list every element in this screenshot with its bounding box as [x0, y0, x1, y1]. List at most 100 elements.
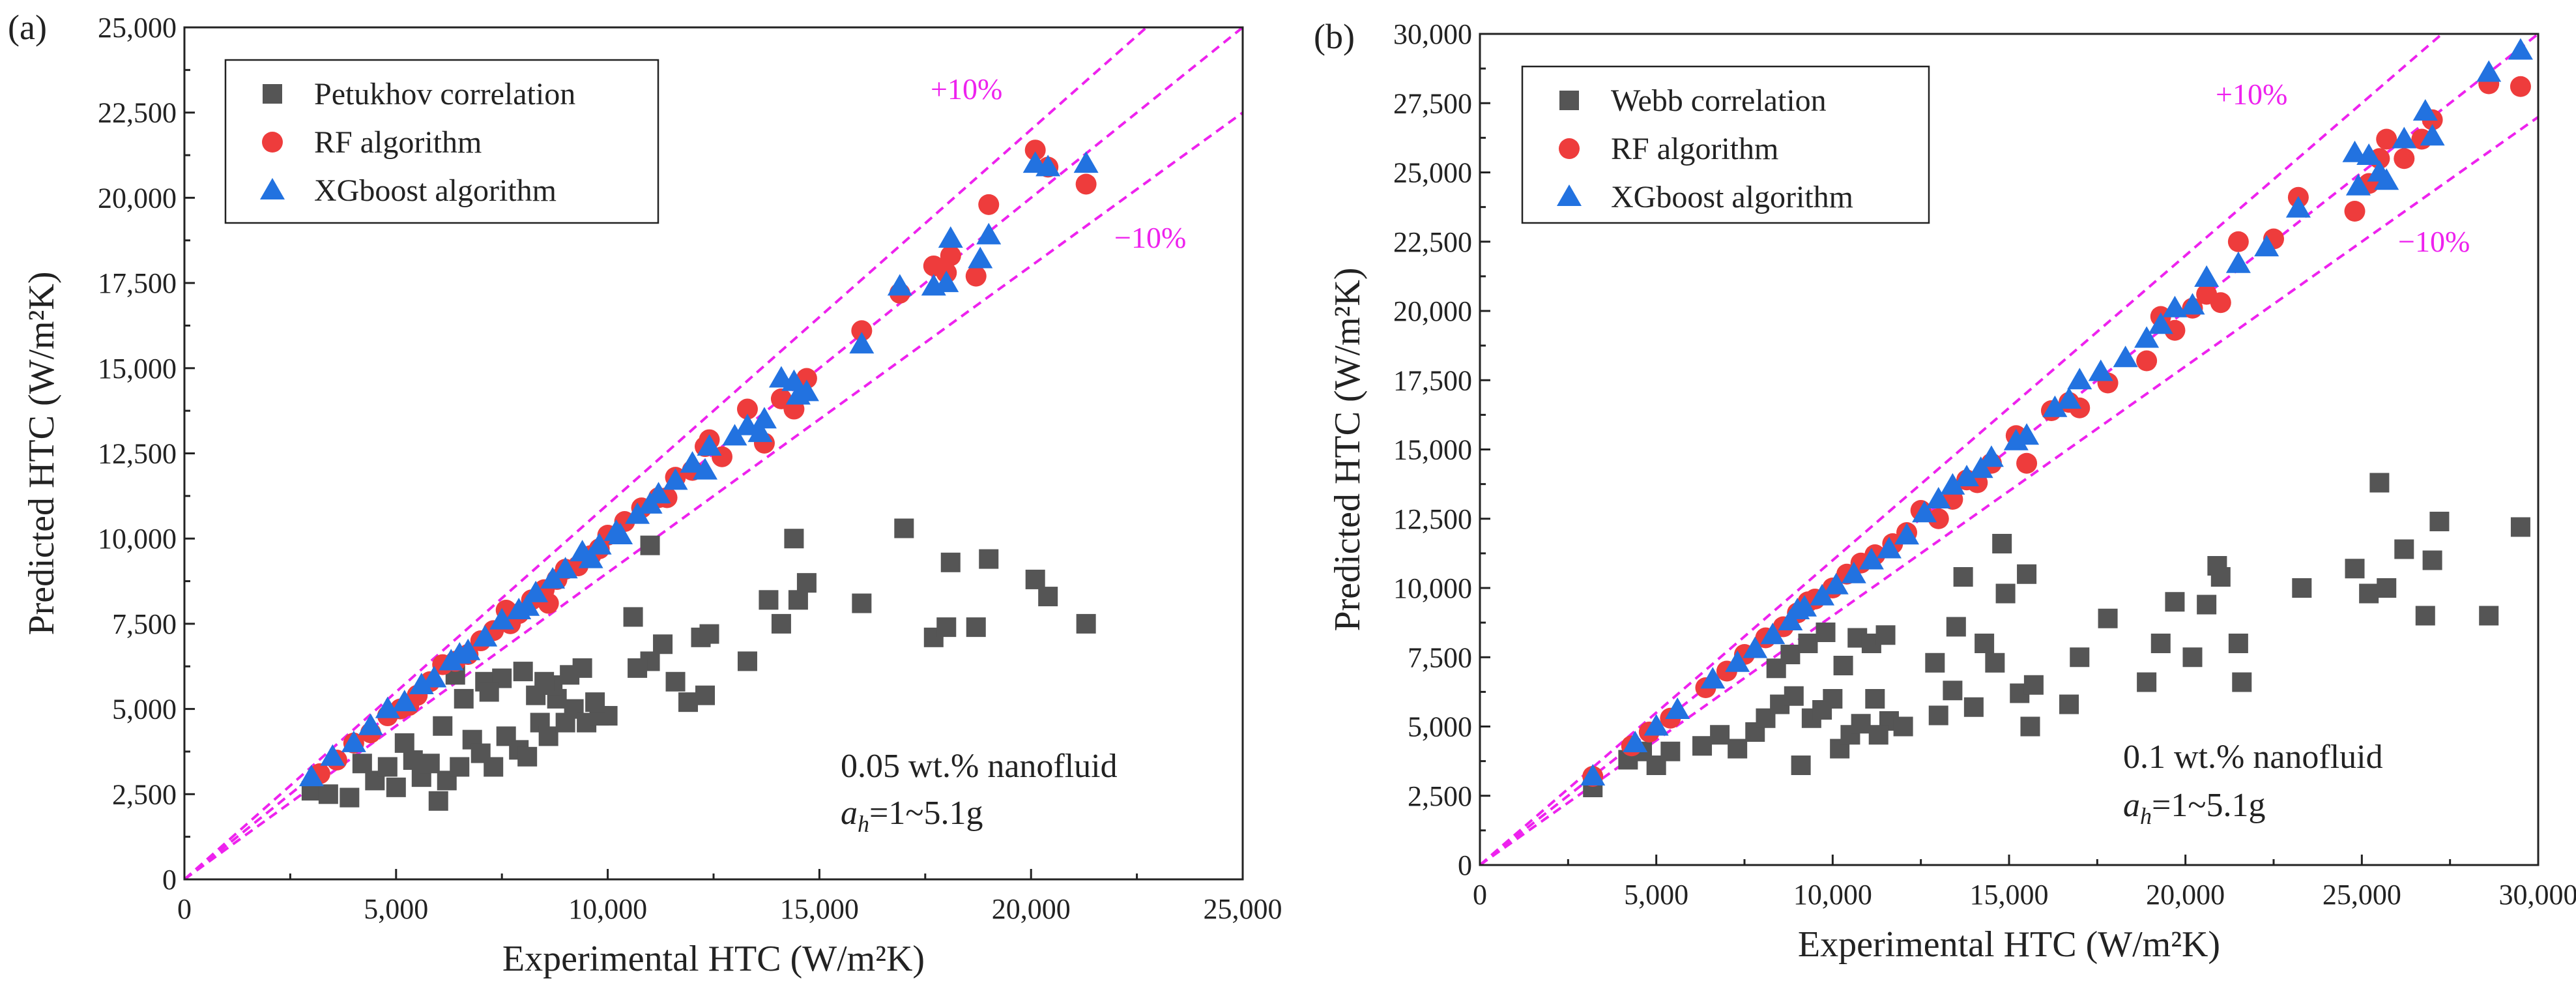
point-ref: [788, 590, 808, 610]
point-ref: [678, 692, 699, 712]
point-ref: [1985, 653, 2005, 673]
point-ref: [665, 671, 686, 692]
acceleration-range-value: 1~5.1g: [888, 795, 983, 832]
point-ref: [628, 658, 648, 678]
panel-label: (b): [1314, 17, 1355, 56]
point-ref: [653, 634, 673, 654]
y-axis-title: Predicted HTC (W/m²K): [22, 272, 62, 636]
point-rf: [2210, 292, 2231, 314]
point-xgb: [751, 407, 777, 429]
point-ref: [737, 651, 757, 671]
point-ref: [318, 784, 338, 804]
point-ref: [1710, 725, 1730, 745]
point-xgb: [2225, 251, 2251, 273]
point-ref: [394, 733, 414, 753]
point-xgb: [320, 744, 345, 766]
point-rf: [2136, 350, 2158, 372]
concentration-label: 0.1 wt.% nanofluid: [2123, 739, 2383, 776]
point-ref: [1660, 741, 1681, 761]
point-xgb: [934, 271, 959, 293]
point-xgb: [392, 690, 417, 712]
legend-label-rf: RF algorithm: [1611, 132, 1778, 166]
x-tick-label: 25,000: [2323, 879, 2401, 911]
legend: Petukhov correlation RF algorithm XGboost …: [224, 59, 659, 224]
point-rf: [851, 320, 873, 342]
point-ref: [2197, 594, 2217, 615]
point-ref: [484, 757, 504, 777]
point-ref: [1953, 567, 1973, 587]
point-xgb: [968, 246, 993, 269]
point-ref: [2394, 539, 2414, 559]
point-rf: [1075, 173, 1097, 195]
y-tick-label: 0: [162, 864, 177, 896]
point-ref: [433, 716, 453, 736]
point-ref: [2210, 567, 2231, 587]
point-xgb: [1823, 572, 1849, 594]
point-ref: [352, 754, 372, 774]
point-rf: [1928, 508, 1949, 529]
point-xgb: [1700, 667, 1726, 689]
point-ref: [572, 658, 592, 678]
point-ref: [1995, 583, 2016, 604]
point-ref: [1946, 617, 1966, 637]
point-ref: [1823, 689, 1843, 709]
point-rf: [1024, 139, 1046, 161]
x-axis-title: Experimental HTC (W/m²K): [502, 939, 925, 979]
point-ref: [517, 746, 538, 767]
legend-label-xgb: XGboost algorithm: [1611, 180, 1853, 214]
concentration-label: 0.05 wt.% nanofluid: [841, 748, 1118, 785]
y-tick-label: 10,000: [1393, 572, 1472, 604]
point-xgb: [586, 533, 612, 555]
point-ref: [428, 791, 448, 811]
point-rf: [2376, 128, 2397, 150]
point-ref: [2020, 716, 2040, 737]
point-xgb: [2014, 423, 2040, 445]
acceleration-range-value: 1~5.1g: [2171, 787, 2265, 824]
point-ref: [1992, 534, 2012, 553]
acceleration-var: a: [841, 795, 858, 832]
y-tick-label: 15,000: [1393, 434, 1472, 466]
point-xgb: [2042, 395, 2068, 417]
plus-10-line: [184, 27, 1149, 879]
point-rf: [2510, 76, 2531, 97]
y-tick-label: 7,500: [112, 608, 177, 640]
point-ref: [1038, 587, 1058, 607]
point-ref: [1925, 653, 1945, 673]
point-xgb: [1623, 731, 1648, 752]
point-ref: [2017, 564, 2037, 584]
point-rf: [978, 194, 1000, 215]
point-xgb: [1035, 154, 1061, 177]
x-tick-label: 0: [1473, 879, 1487, 911]
point-xgb: [1912, 501, 1937, 523]
legend: Webb correlation RF algorithm XGboost algo…: [1521, 65, 1930, 224]
point-xgb: [553, 557, 578, 579]
point-ref: [2059, 694, 2079, 714]
point-xgb: [472, 624, 498, 647]
y-tick-label: 10,000: [98, 523, 177, 555]
point-xgb: [680, 451, 705, 473]
point-xgb: [849, 332, 875, 354]
point-rf: [736, 398, 758, 420]
x-tick-label: 10,000: [568, 893, 647, 925]
point-xgb: [722, 424, 747, 446]
point-xgb: [2374, 168, 2399, 190]
point-ref: [2479, 606, 2499, 626]
point-xgb: [523, 580, 549, 602]
point-ref: [1076, 613, 1096, 634]
point-ref: [784, 529, 804, 549]
point-ref: [771, 613, 791, 634]
point-ref: [1833, 656, 1853, 675]
acceleration-range: =: [2152, 787, 2171, 824]
legend-marker-ref: [263, 84, 282, 104]
point-xgb: [1954, 465, 1980, 486]
point-ref: [1851, 714, 1871, 734]
series-ref: [1583, 473, 2530, 797]
x-tick-label: 5,000: [364, 893, 428, 925]
point-ref: [479, 682, 499, 702]
point-xgb: [1785, 598, 1810, 619]
point-xgb: [1725, 650, 1750, 672]
point-xgb: [2342, 140, 2367, 162]
point-ref: [1943, 681, 1963, 701]
point-xgb: [2194, 265, 2220, 287]
